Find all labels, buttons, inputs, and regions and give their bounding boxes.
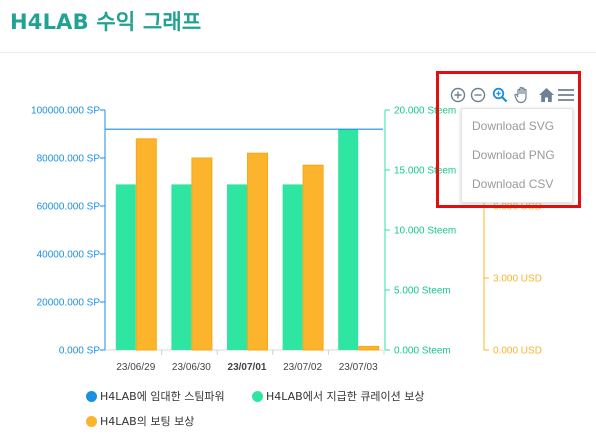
steem-axis-tick-label: 20.000 Steem bbox=[394, 106, 456, 117]
download-csv-item[interactable]: Download CSV bbox=[472, 177, 554, 191]
x-axis-tick-label: 23/07/03 bbox=[339, 362, 378, 373]
curation-reward-bar bbox=[171, 184, 192, 350]
steem-axis-tick-label: 15.000 Steem bbox=[394, 166, 456, 177]
left-axis-tick-label: 20000.000 SP bbox=[37, 298, 101, 309]
x-axis-tick-label: 23/06/29 bbox=[116, 362, 155, 373]
steem-axis-tick-label: 5.000 Steem bbox=[394, 286, 451, 297]
voting-reward-bar bbox=[135, 138, 157, 351]
zoom-in-icon[interactable] bbox=[449, 85, 467, 105]
toolbar-highlight-box bbox=[436, 71, 581, 208]
x-axis-tick-label: 23/06/30 bbox=[172, 362, 211, 373]
legend-item-usd[interactable]: H4LAB의 보팅 보상 bbox=[86, 413, 194, 429]
legend-label: H4LAB에 임대한 스팀파워 bbox=[100, 390, 225, 403]
steem-axis-tick-label: 10.000 Steem bbox=[394, 226, 456, 237]
legend-dot bbox=[252, 390, 263, 402]
curation-reward-bar bbox=[227, 184, 247, 350]
x-axis-tick-label: 23/07/02 bbox=[283, 362, 322, 373]
title-divider bbox=[0, 52, 596, 53]
left-axis-tick-label: 60000.000 SP bbox=[37, 202, 101, 213]
usd-axis-tick-label: 3.000 USD bbox=[493, 274, 542, 285]
download-png-item[interactable]: Download PNG bbox=[472, 148, 555, 162]
curation-reward-bar bbox=[282, 184, 303, 350]
chart-toolbar bbox=[447, 85, 579, 107]
left-axis-tick-label: 0.000 SP bbox=[59, 346, 100, 357]
legend-label: H4LAB에서 지급한 큐레이션 보상 bbox=[266, 390, 425, 403]
legend-dot bbox=[86, 415, 97, 427]
legend-item-sp[interactable]: H4LAB에 임대한 스팀파워 bbox=[86, 388, 225, 404]
download-menu: Download SVG Download PNG Download CSV bbox=[461, 108, 573, 203]
page-title: H4LAB 수익 그래프 bbox=[10, 10, 202, 34]
curation-reward-bar bbox=[115, 184, 136, 350]
pan-hand-icon[interactable] bbox=[513, 85, 531, 105]
x-axis-tick-label: 23/07/01 bbox=[228, 362, 267, 373]
legend-item-steem[interactable]: H4LAB에서 지급한 큐레이션 보상 bbox=[252, 388, 425, 404]
left-axis-tick-label: 80000.000 SP bbox=[37, 154, 101, 165]
left-axis-tick-label: 40000.000 SP bbox=[37, 250, 101, 261]
voting-reward-bar bbox=[358, 345, 380, 351]
home-icon[interactable] bbox=[537, 85, 555, 105]
legend-label: H4LAB의 보팅 보상 bbox=[100, 415, 195, 428]
left-axis-tick-label: 100000.000 SP bbox=[31, 106, 100, 117]
menu-icon[interactable] bbox=[557, 85, 575, 105]
voting-reward-bar bbox=[302, 164, 324, 351]
magnifier-icon[interactable] bbox=[491, 85, 509, 105]
zoom-out-icon[interactable] bbox=[469, 85, 487, 105]
download-svg-item[interactable]: Download SVG bbox=[472, 119, 555, 133]
voting-reward-bar bbox=[191, 157, 213, 351]
voting-reward-bar bbox=[247, 152, 268, 351]
usd-axis-tick-label: 0.000 USD bbox=[493, 346, 542, 357]
curation-reward-bar bbox=[338, 129, 359, 350]
legend-dot bbox=[86, 390, 97, 402]
steem-axis-tick-label: 0.000 Steem bbox=[394, 346, 451, 357]
